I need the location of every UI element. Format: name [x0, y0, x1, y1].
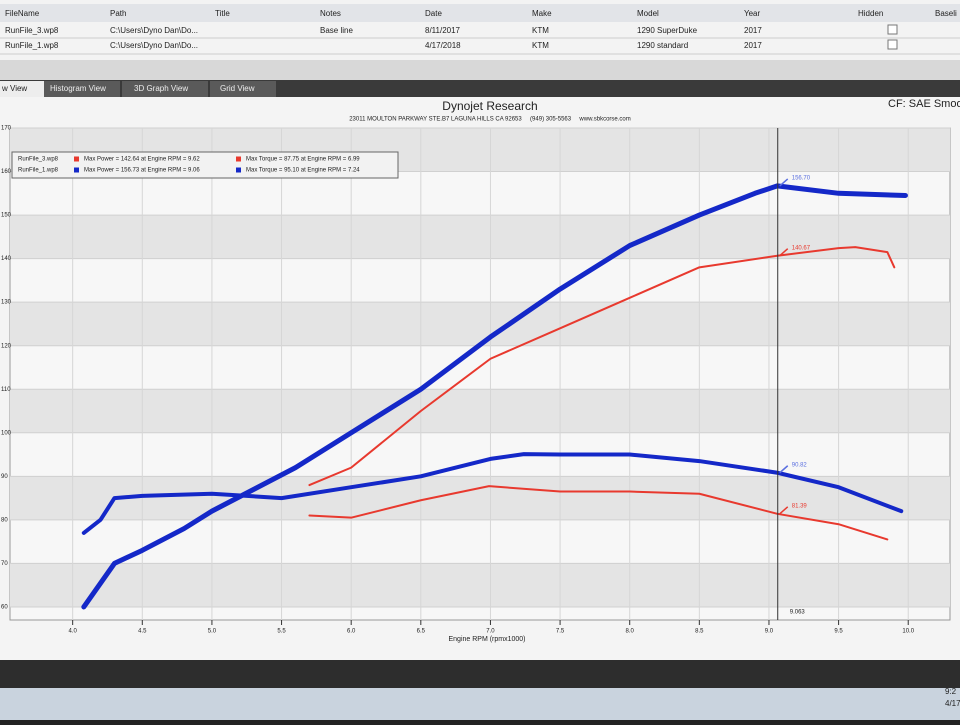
cell[interactable]: C:\Users\Dyno Dan\Do... [110, 26, 198, 35]
x-tick-label: 9.5 [834, 629, 843, 635]
cell[interactable]: 1290 SuperDuke [637, 26, 698, 35]
cell[interactable]: RunFile_1.wp8 [5, 41, 59, 50]
cursor-arrow [779, 506, 789, 515]
legend-power: Max Power = 142.64 at Engine RPM = 9.62 [84, 157, 200, 163]
y-tick-label: 130 [1, 300, 12, 306]
x-tick-label: 6.0 [347, 629, 356, 635]
col-header: Title [215, 9, 230, 18]
tab-bg[interactable] [210, 81, 276, 97]
chart-subtitle: 23011 MOULTON PARKWAY STE.B7 LAGUNA HILL… [349, 117, 631, 123]
tab[interactable]: Grid View [220, 84, 255, 93]
cell[interactable]: 8/11/2017 [425, 26, 461, 35]
col-header: Hidden [858, 9, 883, 18]
col-header: FileName [5, 9, 40, 18]
legend-swatch [74, 167, 79, 173]
x-tick-label: 9.0 [765, 629, 774, 635]
x-tick-label: 7.5 [556, 629, 565, 635]
x-tick-label: 5.0 [208, 629, 217, 635]
y-tick-label: 150 [1, 213, 12, 219]
taskbar [0, 688, 960, 720]
legend-torque: Max Torque = 95.10 at Engine RPM = 7.24 [246, 168, 360, 174]
series-line [308, 246, 896, 487]
col-header: Make [532, 9, 552, 18]
checkbox[interactable] [887, 39, 898, 50]
cell[interactable]: 4/17/2018 [425, 41, 461, 50]
y-tick-label: 80 [1, 517, 8, 523]
cursor-reading: 156.70 [792, 175, 811, 181]
tab[interactable]: w View [1, 84, 27, 93]
cursor-arrow [779, 248, 789, 257]
x-tick-label: 8.0 [626, 629, 635, 635]
cell[interactable]: KTM [532, 26, 549, 35]
cursor-reading: 140.67 [792, 245, 811, 251]
table-header-bg [0, 4, 960, 22]
tab[interactable]: 3D Graph View [134, 84, 188, 93]
legend-power: Max Power = 156.73 at Engine RPM = 9.06 [84, 168, 200, 174]
legend-swatch [236, 156, 241, 162]
cell[interactable]: KTM [532, 41, 549, 50]
y-tick-label: 160 [1, 169, 12, 175]
legend-file: RunFile_1.wp8 [18, 168, 59, 174]
col-header: Model [637, 9, 659, 18]
y-tick-label: 70 [1, 561, 8, 567]
clock-time: 9:2 [945, 687, 957, 696]
cell[interactable]: 2017 [744, 41, 762, 50]
series-line [81, 183, 908, 610]
cursor-reading: 81.39 [792, 503, 808, 509]
y-tick-label: 90 [1, 474, 8, 480]
grid-band [10, 563, 950, 607]
tab-active[interactable] [0, 81, 44, 97]
cell[interactable]: C:\Users\Dyno Dan\Do... [110, 41, 198, 50]
col-header: Baseli [935, 9, 957, 18]
legend-swatch [74, 156, 79, 162]
checkbox[interactable] [887, 24, 898, 35]
x-tick-label: 4.0 [68, 629, 77, 635]
legend-torque: Max Torque = 87.75 at Engine RPM = 6.99 [246, 157, 360, 163]
cursor-arrow [779, 178, 789, 187]
legend-file: RunFile_3.wp8 [18, 157, 59, 163]
y-tick-label: 120 [1, 343, 12, 349]
cell[interactable]: 2017 [744, 26, 762, 35]
tab[interactable]: Histogram View [50, 84, 106, 93]
legend-box [11, 151, 399, 179]
y-tick-label: 100 [1, 430, 12, 436]
series-line [81, 452, 904, 535]
cell[interactable]: Base line [320, 26, 353, 35]
col-header: Date [425, 9, 442, 18]
y-tick-label: 140 [1, 256, 12, 262]
y-tick-label: 60 [1, 605, 8, 611]
x-tick-label: 10.0 [902, 629, 914, 635]
col-header: Notes [320, 9, 341, 18]
cursor-x-label: 9.063 [790, 610, 806, 616]
y-tick-label: 110 [1, 387, 11, 393]
x-axis-label: Engine RPM (rpmx1000) [448, 636, 525, 643]
x-tick-label: 6.5 [417, 629, 426, 635]
chart-title: Dynojet Research [442, 99, 537, 113]
legend-swatch [236, 167, 241, 173]
toolbar [0, 60, 960, 80]
x-tick-label: 5.5 [277, 629, 286, 635]
cell[interactable]: 1290 standard [637, 41, 688, 50]
tab-bg[interactable] [122, 81, 208, 97]
cursor-reading: 90.82 [792, 462, 808, 468]
clock-date: 4/17 [945, 699, 960, 708]
status-strip [0, 660, 960, 688]
col-header: Path [110, 9, 126, 18]
grid-band [10, 476, 950, 520]
y-tick-label: 170 [1, 126, 12, 132]
grid-band [10, 215, 950, 259]
cell[interactable]: RunFile_3.wp8 [5, 26, 59, 35]
col-header: Year [744, 9, 761, 18]
grid-band [10, 389, 950, 433]
series-line [308, 485, 889, 541]
grid-band [10, 302, 950, 346]
x-tick-label: 7.0 [486, 629, 495, 635]
cursor-arrow [779, 465, 789, 474]
x-tick-label: 4.5 [138, 629, 147, 635]
x-tick-label: 8.5 [695, 629, 704, 635]
cf-label: CF: SAE Smoo [888, 98, 960, 110]
tab-bg[interactable] [44, 81, 120, 97]
